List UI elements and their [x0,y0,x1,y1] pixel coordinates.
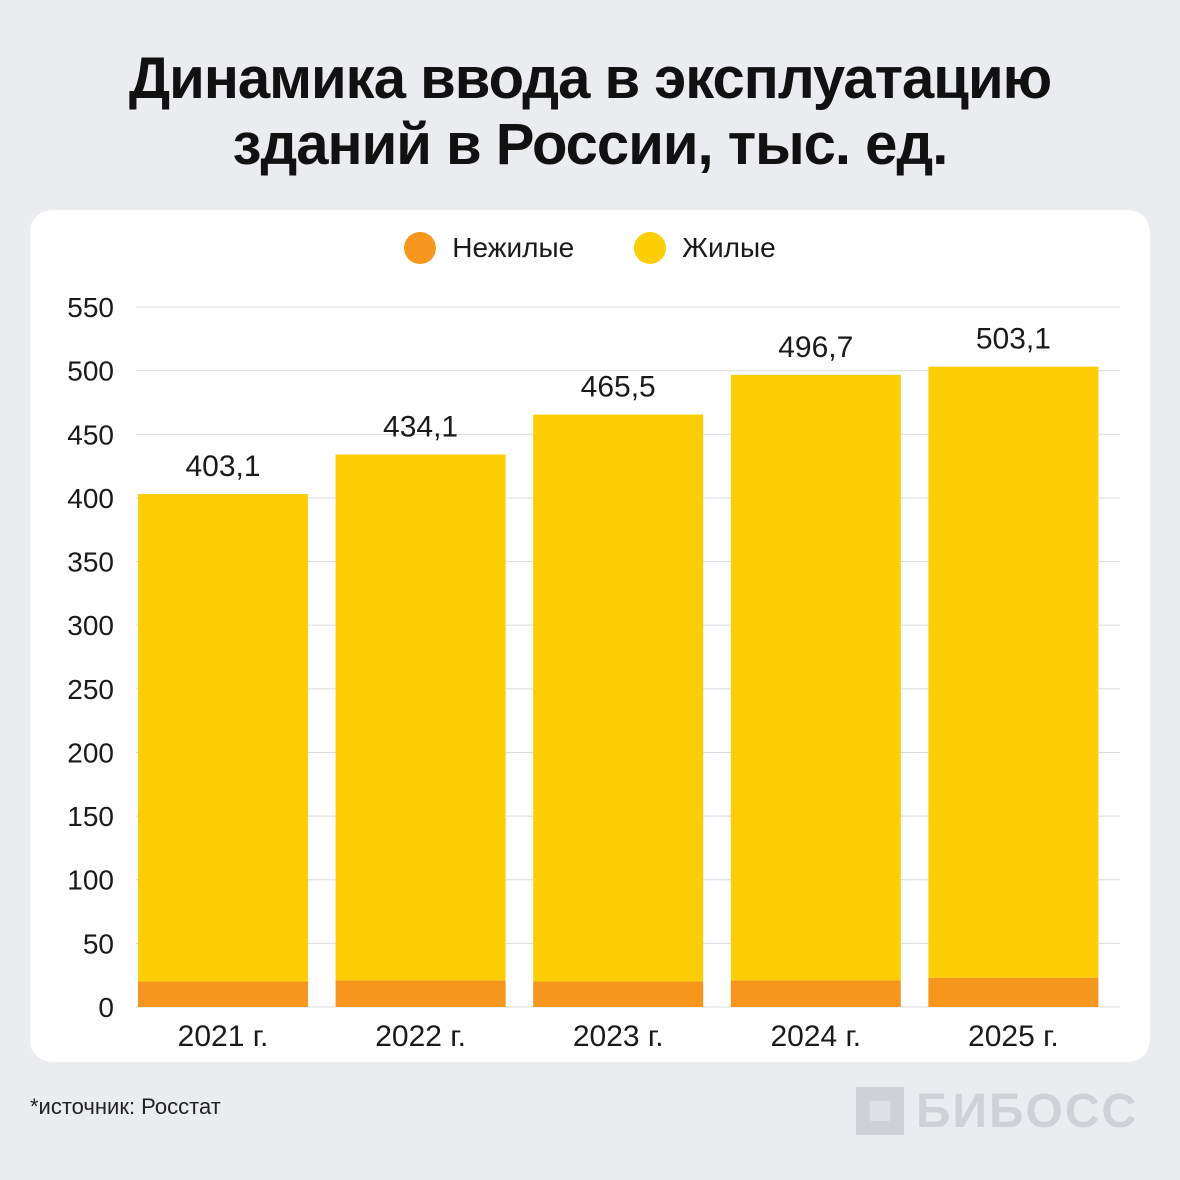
y-tick-label: 200 [67,737,114,768]
bar-nonresidential [138,981,308,1007]
x-tick-label: 2025 г. [968,1020,1059,1053]
y-tick-label: 450 [67,419,114,450]
source-note: *источник: Росстат [30,1094,221,1119]
chart-title-line-1: Динамика ввода в эксплуатацию [128,46,1052,111]
legend-label-nonresidential: Нежилые [452,232,575,263]
x-tick-label: 2023 г. [573,1020,664,1053]
y-tick-label: 50 [83,928,114,959]
x-tick-label: 2022 г. [375,1020,466,1053]
y-tick-label: 400 [67,483,114,514]
logo: БИБОСС [856,1084,1139,1138]
y-tick-label: 0 [98,992,114,1023]
bar-total-label: 496,7 [778,331,853,364]
bar-total-label: 503,1 [976,323,1051,356]
y-tick-label: 250 [67,674,114,705]
logo-text: БИБОСС [916,1084,1139,1138]
y-tick-label: 350 [67,547,114,578]
chart-title-line-2: зданий в России, тыс. ед. [232,112,949,177]
bar-nonresidential [533,981,704,1007]
bar-total-label: 403,1 [185,450,260,483]
y-tick-label: 100 [67,865,114,896]
legend-swatch-nonresidential [404,232,437,264]
x-tick-label: 2021 г. [178,1020,269,1053]
legend-label-residential: Жилые [682,232,776,263]
chart-title: Динамика ввода в эксплуатацию зданий в Р… [0,46,1180,178]
x-tick-label: 2024 г. [770,1020,861,1053]
y-tick-label: 300 [67,610,114,641]
bar-total-label: 465,5 [581,371,656,404]
legend-item-residential: Жилые [634,232,776,264]
legend-swatch-residential [634,232,667,264]
bar-residential [138,493,308,982]
bar-total-label: 434,1 [383,411,458,444]
bar-nonresidential [928,977,1099,1007]
bar-nonresidential [335,980,506,1007]
y-tick-label: 550 [67,292,114,323]
bar-residential [730,374,901,981]
bar-residential [533,414,704,982]
legend: Нежилые Жилые [0,228,1180,268]
logo-icon [856,1087,904,1135]
y-tick-label: 150 [67,801,114,832]
bar-residential [928,366,1099,978]
bar-residential [335,454,506,981]
bar-nonresidential [730,980,901,1007]
legend-item-nonresidential: Нежилые [404,232,574,264]
y-tick-label: 500 [67,356,114,387]
